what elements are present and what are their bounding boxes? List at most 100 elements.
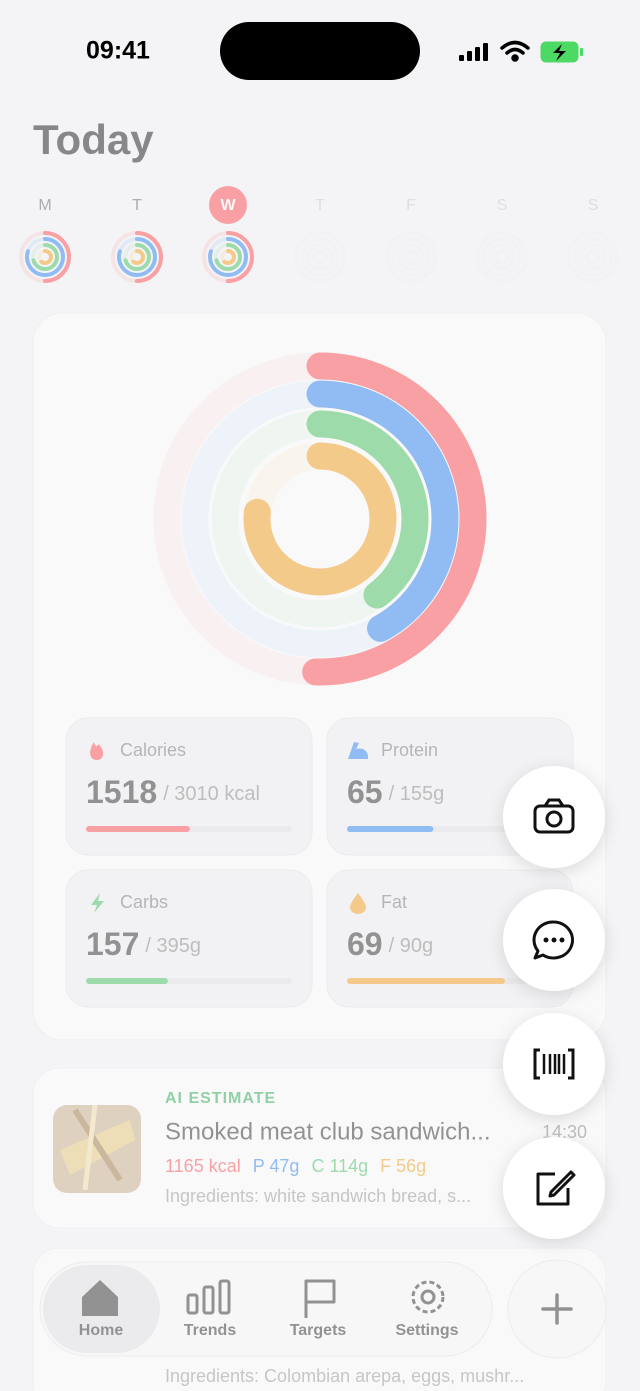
day-ring <box>123 243 151 271</box>
stat-value: 157 <box>86 926 139 962</box>
day-ring <box>202 231 254 283</box>
stat-label: Fat <box>381 892 407 912</box>
day-ring-track <box>585 249 601 265</box>
day-ring <box>37 249 53 265</box>
meal-carbs: C 114g <box>311 1156 368 1176</box>
stat-bar <box>347 826 434 832</box>
day-ring <box>31 243 59 271</box>
day-ring-track <box>494 249 510 265</box>
meal-card <box>32 1067 607 1229</box>
chat-button[interactable] <box>503 889 605 991</box>
stat-text: 157 / 395g <box>86 926 201 962</box>
day-ring <box>19 231 71 283</box>
stat-icon <box>348 742 369 759</box>
day-label: W <box>220 197 236 214</box>
day-label: T <box>315 197 325 214</box>
meal-ingredients: Ingredients: white sandwich bread, s... <box>165 1186 471 1206</box>
stat-target: / 395g <box>145 935 201 957</box>
meal-protein: P 47g <box>253 1156 300 1176</box>
stat-target: / 3010 kcal <box>163 783 260 805</box>
day-ring <box>208 237 248 277</box>
day-label: F <box>406 197 416 214</box>
icon-targets <box>304 1279 336 1318</box>
stat-bar <box>86 978 168 984</box>
day-ring <box>220 249 236 265</box>
day-ring-track <box>573 237 613 277</box>
stat-icon <box>90 742 104 760</box>
signal-icon <box>459 43 488 61</box>
meal-macros: 1165 kcal P 47g C 114g F 56g <box>165 1156 426 1176</box>
meal-photo-detail <box>60 1105 135 1191</box>
icon-trends <box>186 1279 231 1315</box>
day-ring-track <box>579 243 607 271</box>
stat-label: Calories <box>120 740 186 760</box>
day-ring <box>129 249 145 265</box>
meal-tag: AI ESTIMATE <box>165 1090 276 1107</box>
day-ring-track <box>476 231 528 283</box>
dimmed-content: Today M T W T F S S Calories 1518 / 3010 kcal Pro… <box>19 116 619 1391</box>
stat-bar <box>347 978 505 984</box>
tab-label: Home <box>79 1322 124 1339</box>
day-selected <box>209 186 247 224</box>
dynamic-island <box>220 22 420 80</box>
stat-label: Protein <box>381 740 438 760</box>
camera-button[interactable] <box>503 766 605 868</box>
action-buttons <box>503 766 605 1239</box>
icon-plus <box>541 1293 573 1325</box>
meal-ingredients: Ingredients: Colombian arepa, eggs, mush… <box>165 1366 524 1386</box>
stat-bar <box>86 826 190 832</box>
stat-card <box>65 717 313 856</box>
barcode-button[interactable] <box>503 1013 605 1115</box>
day-ring-track <box>306 243 334 271</box>
stat-text: 65 / 155g <box>347 774 444 810</box>
meal-fat: F 56g <box>380 1156 426 1176</box>
day-ring <box>111 231 163 283</box>
edit-button[interactable] <box>503 1137 605 1239</box>
page-title: Today <box>33 116 154 163</box>
stat-target: / 155g <box>389 783 445 805</box>
day-ring-track <box>488 243 516 271</box>
stat-icon <box>91 893 104 913</box>
day-ring-track <box>300 237 340 277</box>
ring-progress <box>243 442 397 596</box>
day-label: M <box>38 197 51 214</box>
wifi-icon <box>500 40 530 62</box>
day-label: T <box>132 197 142 214</box>
tab-label: Settings <box>395 1322 458 1339</box>
ring-progress <box>181 380 459 658</box>
day-ring-track <box>312 249 328 265</box>
tab-bar[interactable]: Home Trends Targets Settings <box>39 1261 493 1357</box>
day-label: S <box>588 197 599 214</box>
stat-card <box>65 869 313 1008</box>
day-ring-track <box>294 231 346 283</box>
stat-value: 65 <box>347 774 383 810</box>
stat-label: Carbs <box>120 892 168 912</box>
stat-icon <box>350 893 366 914</box>
day-label: S <box>497 197 508 214</box>
ring-progress <box>211 410 429 628</box>
icon-settings <box>411 1280 445 1314</box>
stat-text: 1518 / 3010 kcal <box>86 774 260 810</box>
day-ring-track <box>567 231 619 283</box>
day-ring <box>25 237 65 277</box>
day-ring <box>214 243 242 271</box>
day-ring-track <box>403 249 419 265</box>
stat-target: / 90g <box>389 935 433 957</box>
meal-name: Smoked meat club sandwich... <box>165 1118 491 1145</box>
status-time: 09:41 <box>86 37 150 65</box>
rings <box>153 352 487 686</box>
day-ring-track <box>397 243 425 271</box>
meal-time: 14:30 <box>542 1122 587 1142</box>
icon-home <box>82 1280 118 1316</box>
day-ring-track <box>385 231 437 283</box>
stat-text: 69 / 90g <box>347 926 433 962</box>
day-ring <box>117 237 157 277</box>
day-ring-track <box>482 237 522 277</box>
tab-label: Trends <box>184 1322 237 1339</box>
battery-icon <box>540 41 583 63</box>
tab-label: Targets <box>290 1322 347 1339</box>
stat-value: 1518 <box>86 774 157 810</box>
